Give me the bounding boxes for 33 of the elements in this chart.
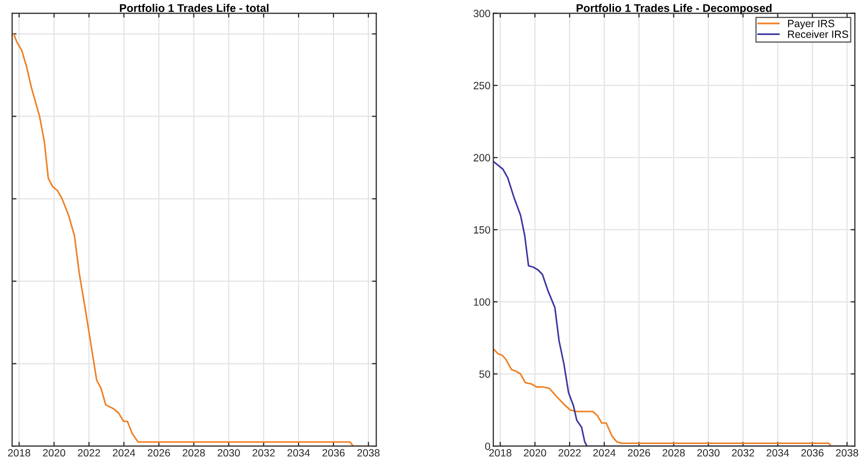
chart-title: Portfolio 1 Trades Life - Decomposed (576, 4, 772, 14)
x-tick-label: 2036 (322, 449, 345, 457)
x-tick-label: 2018 (8, 449, 30, 457)
x-tick-label: 2028 (182, 449, 205, 457)
x-tick-label: 2022 (558, 449, 581, 457)
chart-title: Portfolio 1 Trades Life - total (120, 4, 268, 12)
x-tick-label: 2024 (112, 449, 136, 457)
y-tick-label: 250 (474, 82, 490, 90)
legend-label: Receiver IRS (788, 30, 848, 38)
x-tick-label: 2038 (357, 449, 380, 457)
x-tick-label: 2018 (489, 449, 512, 457)
x-tick-label: 2022 (78, 449, 100, 457)
x-tick-label: 2026 (628, 449, 650, 457)
x-tick-label: 2032 (732, 449, 754, 457)
x-tick-label: 2038 (836, 449, 858, 457)
x-tick-label: 2020 (524, 449, 546, 457)
x-tick-label: 2034 (766, 449, 789, 457)
legend-label: Payer IRS (788, 20, 834, 30)
x-tick-label: 2030 (218, 449, 240, 457)
y-tick-label: 100 (474, 298, 490, 306)
x-tick-label: 2020 (42, 449, 66, 457)
x-tick-label: 2030 (697, 449, 720, 457)
x-tick-label: 2028 (662, 449, 685, 457)
x-tick-label: 2034 (288, 449, 310, 457)
y-tick-label: 200 (474, 154, 490, 162)
y-tick-label: 50 (479, 370, 490, 378)
y-tick-label: 150 (474, 226, 490, 234)
x-tick-label: 2024 (593, 449, 616, 457)
y-tick-label: 300 (474, 10, 490, 18)
x-tick-label: 2032 (252, 449, 275, 457)
x-tick-label: 2036 (801, 449, 824, 457)
x-tick-label: 2026 (148, 449, 170, 457)
y-tick-label: 0 (485, 442, 490, 450)
